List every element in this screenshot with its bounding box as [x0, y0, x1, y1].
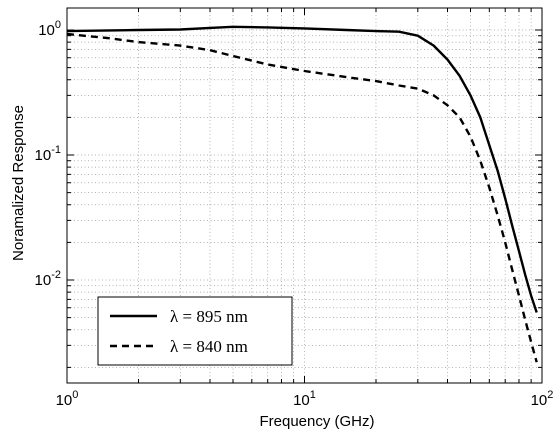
x-tick-label: 100	[56, 389, 79, 409]
y-axis-label: Noramalized Response	[10, 105, 27, 261]
series-lines	[66, 25, 538, 363]
series-line-0	[66, 25, 538, 313]
y-tick-label: 10-2	[35, 269, 61, 289]
y-tick-label: 10-1	[35, 144, 61, 164]
y-tick-label: 100	[38, 19, 61, 39]
legend: λ = 895 nm λ = 840 nm	[97, 296, 293, 366]
tick-marks	[66, 8, 542, 383]
series-line-1	[66, 32, 538, 363]
legend-label-840: λ = 840 nm	[170, 337, 248, 356]
x-tick-label: 101	[293, 389, 316, 409]
tick-labels: 100 101 102 10-2 10-1 100	[35, 19, 554, 409]
x-axis-label: Frequency (GHz)	[259, 413, 374, 430]
legend-label-895: λ = 895 nm	[170, 307, 248, 326]
legend-box	[97, 296, 293, 366]
x-tick-label: 102	[531, 389, 554, 409]
